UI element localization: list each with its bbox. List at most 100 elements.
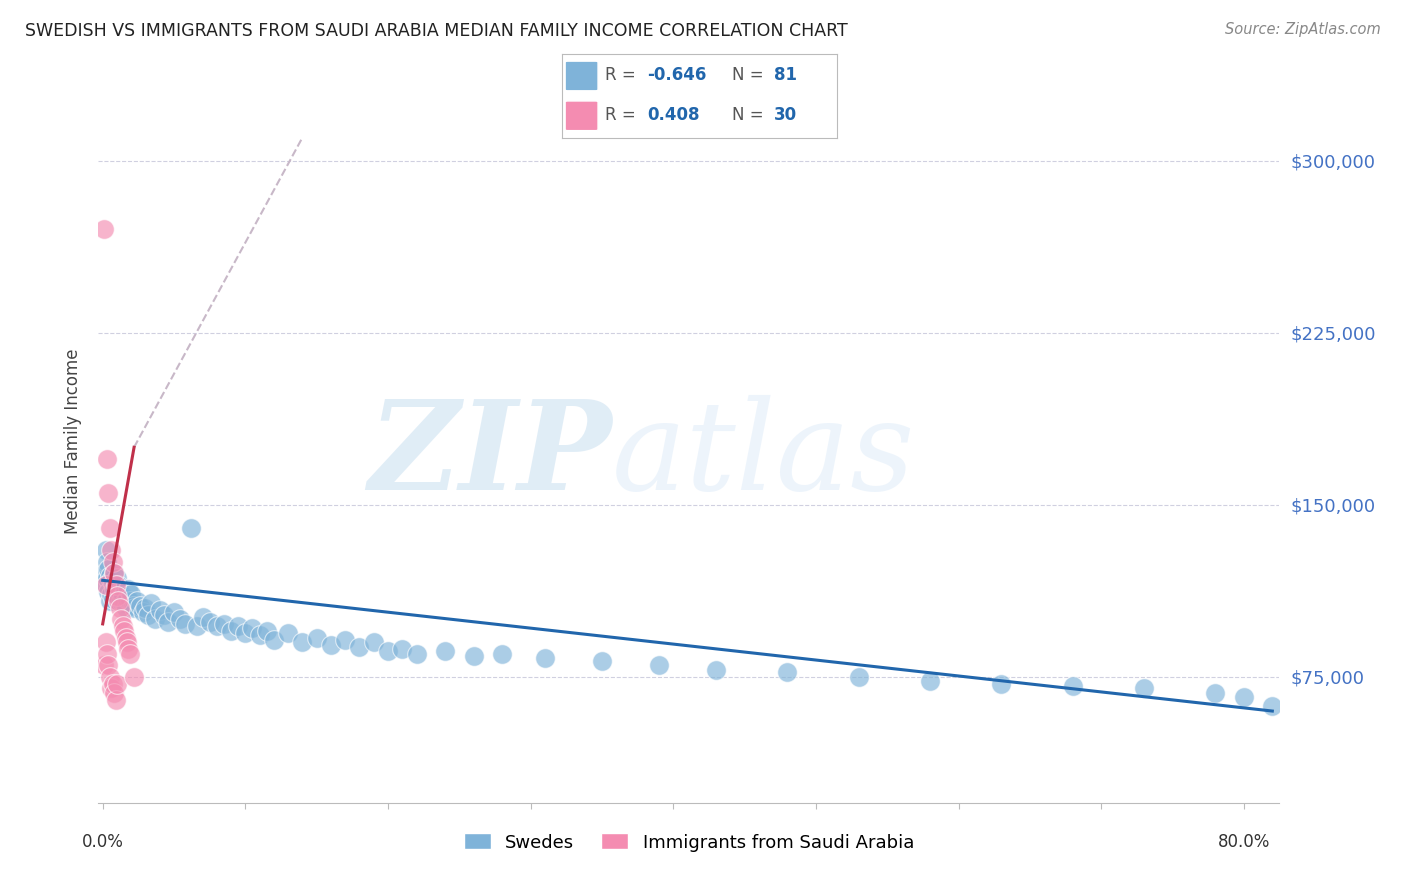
Point xyxy=(277,626,299,640)
Point xyxy=(108,584,131,599)
Point xyxy=(363,635,385,649)
Point xyxy=(198,615,221,629)
Point xyxy=(96,451,118,466)
Point xyxy=(1233,690,1256,705)
Text: R =: R = xyxy=(605,106,636,124)
Point xyxy=(104,692,127,706)
Point xyxy=(534,651,557,665)
Point xyxy=(157,615,180,629)
Point xyxy=(121,599,143,613)
Point xyxy=(1204,686,1226,700)
Text: R =: R = xyxy=(605,66,636,84)
Point xyxy=(1133,681,1156,695)
Point xyxy=(174,616,197,631)
Point xyxy=(263,632,285,647)
Point xyxy=(134,600,156,615)
Point xyxy=(100,543,122,558)
Point xyxy=(591,654,613,668)
Point xyxy=(233,626,256,640)
Point xyxy=(98,594,121,608)
Point xyxy=(103,686,125,700)
Point xyxy=(122,670,145,684)
Point xyxy=(100,681,122,695)
Text: -0.646: -0.646 xyxy=(647,66,707,84)
Point xyxy=(138,607,160,622)
Point xyxy=(180,520,202,534)
Point xyxy=(112,596,135,610)
FancyBboxPatch shape xyxy=(565,62,598,91)
Point xyxy=(1261,699,1284,714)
Point xyxy=(97,562,120,576)
Point xyxy=(101,676,124,690)
FancyBboxPatch shape xyxy=(565,101,598,130)
Text: 0.0%: 0.0% xyxy=(82,832,124,851)
Point xyxy=(103,582,125,597)
Point xyxy=(291,635,314,649)
Point xyxy=(149,603,172,617)
Point xyxy=(118,647,141,661)
Point xyxy=(131,606,153,620)
Point xyxy=(191,610,214,624)
Point xyxy=(101,555,124,569)
Point xyxy=(169,612,191,626)
Point xyxy=(101,575,124,590)
Point xyxy=(122,600,145,615)
Legend: Swedes, Immigrants from Saudi Arabia: Swedes, Immigrants from Saudi Arabia xyxy=(457,826,921,859)
Text: 81: 81 xyxy=(773,66,797,84)
Point xyxy=(107,594,129,608)
Point xyxy=(377,644,399,658)
Point xyxy=(98,670,121,684)
Point xyxy=(118,594,141,608)
Point xyxy=(108,600,131,615)
Point xyxy=(103,566,125,581)
Point xyxy=(94,543,117,558)
Point xyxy=(491,647,513,661)
Point xyxy=(104,590,127,604)
Y-axis label: Median Family Income: Median Family Income xyxy=(63,349,82,534)
Point xyxy=(249,628,271,642)
Point xyxy=(918,674,941,689)
Point xyxy=(115,591,138,606)
Point xyxy=(319,638,342,652)
Point xyxy=(212,616,235,631)
Point xyxy=(128,599,150,613)
Point xyxy=(105,571,128,585)
Point xyxy=(100,587,122,601)
Point xyxy=(219,624,242,638)
Point xyxy=(226,619,249,633)
Point xyxy=(117,642,139,657)
Point xyxy=(125,594,148,608)
Point xyxy=(93,658,115,673)
Point xyxy=(98,520,121,534)
Text: Source: ZipAtlas.com: Source: ZipAtlas.com xyxy=(1225,22,1381,37)
Point xyxy=(112,624,135,638)
Point xyxy=(93,566,115,581)
Point xyxy=(93,222,115,236)
Point xyxy=(434,644,457,658)
Point xyxy=(145,612,167,626)
Point xyxy=(105,676,128,690)
Point xyxy=(101,591,124,606)
Point xyxy=(117,582,139,597)
Point xyxy=(107,578,129,592)
Point xyxy=(335,632,357,647)
Point xyxy=(349,640,371,654)
Point xyxy=(186,619,208,633)
Point xyxy=(114,631,136,645)
Point xyxy=(105,590,128,604)
Text: SWEDISH VS IMMIGRANTS FROM SAUDI ARABIA MEDIAN FAMILY INCOME CORRELATION CHART: SWEDISH VS IMMIGRANTS FROM SAUDI ARABIA … xyxy=(25,22,848,40)
Point xyxy=(96,571,118,585)
Point xyxy=(163,606,186,620)
Point xyxy=(114,600,136,615)
Point xyxy=(990,676,1012,690)
Point xyxy=(120,587,142,601)
Point xyxy=(97,584,120,599)
Point xyxy=(110,612,132,626)
Point xyxy=(405,647,427,661)
Text: ZIP: ZIP xyxy=(368,395,612,516)
Point xyxy=(205,619,228,633)
Point xyxy=(1062,679,1084,693)
Point xyxy=(96,555,118,569)
Point xyxy=(100,574,122,588)
Point xyxy=(110,594,132,608)
